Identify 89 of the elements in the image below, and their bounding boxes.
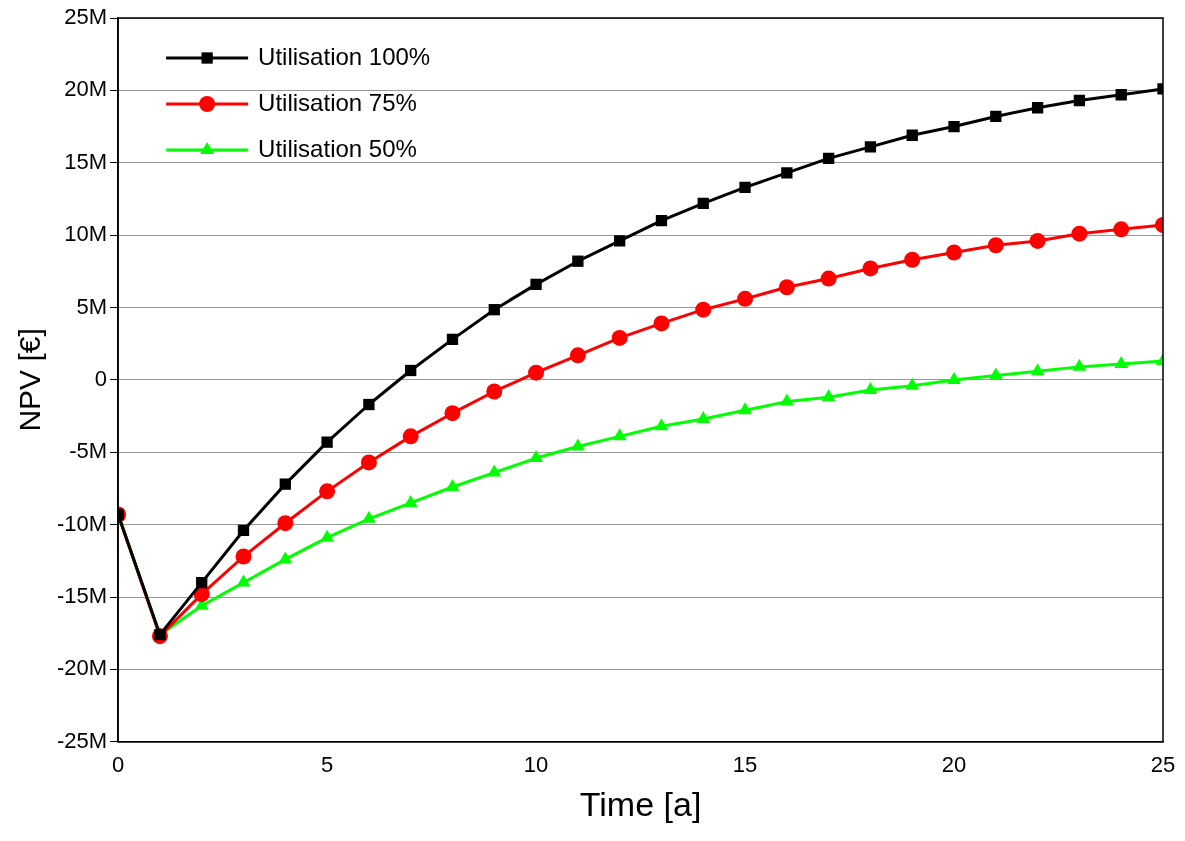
y-tick-label: 5M	[76, 293, 108, 319]
point	[1030, 363, 1045, 376]
point	[779, 393, 794, 406]
point	[612, 428, 627, 441]
point	[904, 251, 921, 268]
point	[321, 436, 333, 448]
point	[781, 167, 793, 179]
point	[1031, 102, 1044, 114]
x-tick-label: 25	[1150, 752, 1176, 778]
point	[905, 377, 920, 390]
legend-label: Utilisation 75%	[258, 88, 417, 116]
point	[822, 152, 835, 165]
point	[820, 270, 837, 287]
point	[569, 347, 586, 364]
y-tick-label: -5M	[69, 438, 108, 464]
point	[946, 244, 963, 261]
legend-label: Utilisation 100%	[258, 42, 431, 70]
x-tick-label: 5	[320, 752, 334, 778]
point	[277, 515, 294, 532]
point	[486, 383, 503, 400]
point	[528, 364, 545, 381]
y-tick-label: 15M	[64, 148, 108, 174]
point	[906, 129, 918, 141]
point	[446, 333, 459, 346]
point	[529, 450, 543, 463]
point	[572, 255, 584, 267]
x-axis-title: Time [a]	[579, 784, 702, 823]
point	[990, 110, 1002, 123]
point	[862, 260, 879, 277]
y-tick-label: -20M	[57, 655, 108, 681]
y-tick-label: -15M	[57, 583, 108, 609]
y-tick-label: 10M	[64, 221, 108, 247]
point	[403, 494, 418, 507]
point	[695, 301, 712, 318]
point	[778, 279, 795, 296]
point	[611, 329, 628, 346]
x-tick-label: 10	[523, 752, 549, 778]
x-tick-label: 20	[941, 752, 967, 778]
point	[1071, 225, 1088, 242]
y-tick-label: -10M	[57, 510, 108, 536]
point	[821, 389, 836, 402]
point	[655, 215, 668, 227]
point	[653, 315, 670, 332]
point	[488, 304, 500, 316]
point	[196, 576, 208, 589]
point	[361, 510, 376, 523]
point	[402, 428, 419, 445]
point	[1029, 232, 1046, 249]
point	[863, 382, 878, 395]
point	[1115, 89, 1127, 101]
point	[738, 402, 752, 415]
point	[278, 551, 293, 564]
point	[319, 483, 336, 500]
point	[654, 418, 669, 431]
point	[1073, 94, 1086, 107]
point	[1072, 358, 1087, 371]
point	[948, 120, 960, 133]
y-axis-title: NPV [€]	[13, 328, 47, 432]
point	[530, 278, 542, 291]
point	[405, 364, 417, 377]
point	[570, 438, 585, 451]
y-tick-label: 20M	[64, 76, 108, 102]
point	[445, 479, 460, 492]
point	[739, 181, 751, 194]
y-tick-label: 25M	[64, 4, 108, 30]
y-tick-label: 0	[94, 365, 108, 391]
point	[1113, 221, 1130, 238]
point	[988, 367, 1003, 380]
point	[1114, 355, 1129, 368]
point	[737, 290, 754, 307]
x-tick-label: 0	[112, 752, 125, 778]
point	[864, 141, 877, 153]
point	[235, 548, 252, 565]
point	[444, 405, 461, 422]
point	[320, 529, 335, 542]
x-tick-label: 15	[732, 752, 758, 778]
point	[487, 464, 502, 477]
y-tick-label: -25M	[57, 727, 108, 753]
point	[697, 197, 709, 209]
point	[363, 398, 375, 411]
point	[696, 410, 711, 423]
point	[614, 235, 626, 247]
point	[987, 237, 1004, 254]
legend-label: Utilisation 50%	[258, 134, 417, 162]
point	[947, 371, 961, 384]
point	[360, 454, 377, 471]
point	[236, 574, 251, 587]
point	[279, 478, 291, 490]
point	[237, 524, 250, 537]
